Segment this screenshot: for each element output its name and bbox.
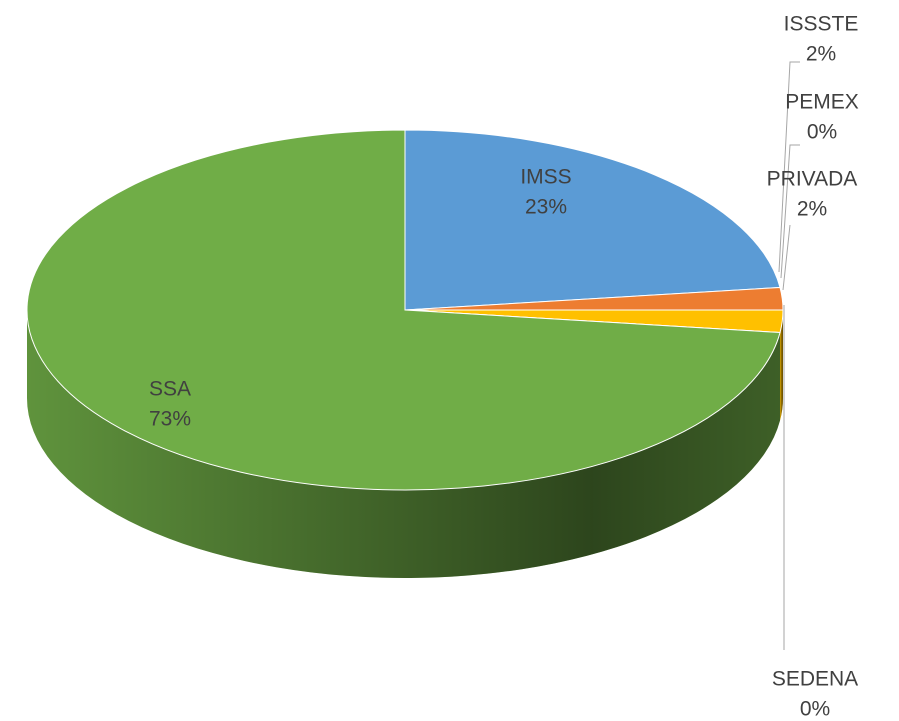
data-label-name: PRIVADA <box>767 168 858 191</box>
leader-line <box>780 144 800 279</box>
data-labels: IMSS 23% ISSSTE 2% PEMEX 0% PRIVADA 2% SEDENA 0% S… <box>149 13 859 721</box>
pie-slice <box>26 129 781 491</box>
pie-side-shade <box>27 310 781 578</box>
leader-line <box>782 224 791 291</box>
data-label-value: 2% <box>797 198 827 221</box>
pie-side-shade <box>780 310 783 421</box>
data-label-name: PEMEX <box>785 91 859 114</box>
data-label-name: SEDENA <box>772 668 858 691</box>
pie-sides <box>27 310 783 578</box>
data-label-value: 73% <box>149 408 191 431</box>
leader-lines <box>778 61 800 650</box>
pie-slice <box>404 129 781 311</box>
pie-tops <box>26 129 784 491</box>
data-label-name: SSA <box>149 378 191 401</box>
data-label-value: 0% <box>800 698 830 721</box>
data-label-value: 0% <box>807 121 837 144</box>
data-label-value: 23% <box>525 196 567 219</box>
data-label-name: ISSSTE <box>784 13 859 36</box>
data-label-name: IMSS <box>520 166 571 189</box>
data-label-value: 2% <box>806 43 836 66</box>
leader-line <box>778 61 800 273</box>
